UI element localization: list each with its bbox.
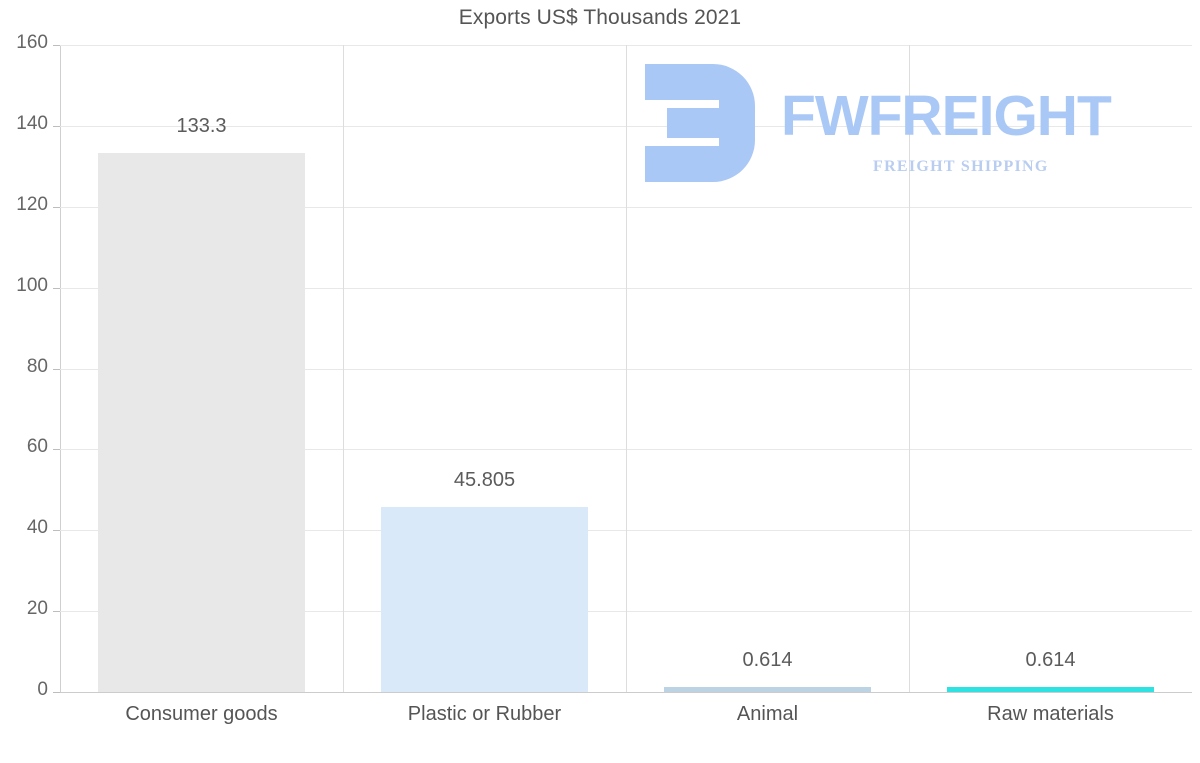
y-tick-mark	[53, 530, 60, 532]
bar-value-label: 0.614	[742, 649, 793, 671]
x-tick-label: Raw materials	[987, 703, 1114, 725]
x-tick-label: Consumer goods	[125, 703, 278, 725]
gridline-horizontal	[60, 692, 1192, 693]
y-tick-label: 0	[37, 679, 48, 700]
bar-consumer-goods[interactable]	[98, 152, 305, 692]
x-tick-label: Plastic or Rubber	[407, 703, 562, 725]
y-tick-label: 20	[26, 598, 48, 620]
y-tick-mark	[53, 611, 60, 613]
x-tick-label: Animal	[736, 703, 799, 725]
y-tick-mark	[53, 449, 60, 451]
y-tick-mark	[53, 125, 60, 127]
gridline-vertical	[626, 45, 627, 692]
y-tick-label: 80	[26, 355, 48, 377]
y-tick-mark	[53, 287, 60, 289]
y-tick-mark	[53, 368, 60, 370]
y-tick-label: 120	[16, 193, 48, 215]
y-tick-mark	[53, 206, 60, 208]
plot-area	[60, 45, 1192, 693]
y-tick-mark	[53, 692, 60, 693]
y-tick-label: 140	[16, 112, 48, 134]
gridline-vertical	[909, 45, 910, 692]
y-tick-label: 60	[26, 436, 48, 458]
y-tick-label: 160	[16, 32, 48, 53]
bar-plastic-or-rubber[interactable]	[381, 506, 588, 692]
y-tick-mark	[53, 45, 60, 46]
bar-value-label: 45.805	[453, 468, 516, 491]
bar-animal[interactable]	[664, 687, 871, 692]
y-tick-label: 100	[16, 274, 48, 296]
chart-title: Exports US$ Thousands 2021	[458, 6, 742, 29]
bar-value-label: 0.614	[1025, 649, 1076, 671]
gridline-vertical	[343, 45, 344, 692]
bar-value-label: 133.3	[176, 114, 227, 137]
y-tick-label: 40	[26, 517, 48, 539]
bar-raw-materials[interactable]	[947, 687, 1154, 692]
